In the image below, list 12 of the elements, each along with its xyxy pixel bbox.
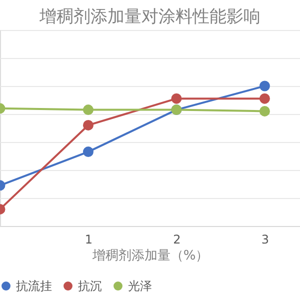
legend-label: 光泽: [128, 279, 152, 293]
point: [259, 80, 270, 92]
point: [259, 106, 270, 116]
x-tick-label: 2: [173, 232, 181, 246]
x-axis-title: 增稠剂添加量（%）: [91, 248, 209, 264]
chart-title: 增稠剂添加量对涂料性能影响: [38, 7, 260, 27]
x-tick-label: 3: [261, 232, 270, 246]
point: [259, 93, 270, 104]
legend-label: 抗沉: [78, 279, 102, 293]
point: [171, 93, 182, 104]
x-tick-label: 1: [84, 232, 93, 246]
legend-label: 抗流挂: [16, 279, 52, 293]
